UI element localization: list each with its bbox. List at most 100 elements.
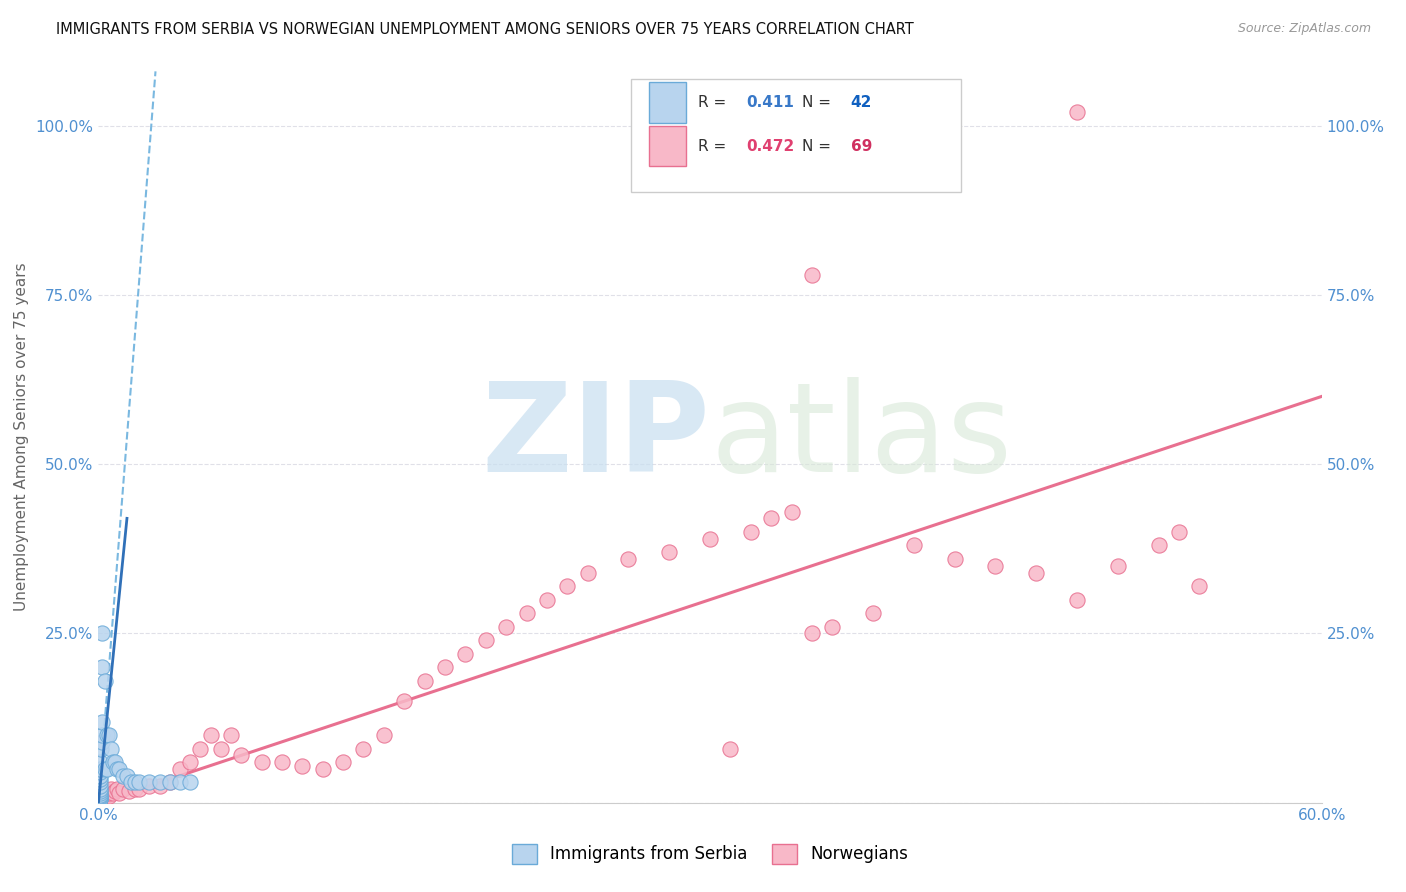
Point	[97, 786, 120, 800]
Point	[93, 762, 115, 776]
Point	[557, 579, 579, 593]
Point	[89, 765, 111, 780]
Point	[801, 626, 824, 640]
Point	[1066, 592, 1088, 607]
Point	[780, 505, 803, 519]
Point	[1188, 579, 1211, 593]
Point	[90, 741, 112, 756]
Point	[188, 741, 212, 756]
Text: 42: 42	[851, 95, 872, 110]
Point	[124, 775, 146, 789]
Point	[89, 775, 111, 789]
Text: R =: R =	[697, 95, 731, 110]
Point	[1107, 558, 1129, 573]
Point	[128, 775, 150, 789]
Point	[658, 545, 681, 559]
Point	[454, 647, 477, 661]
Point	[124, 782, 146, 797]
Point	[89, 789, 111, 803]
Text: 0.472: 0.472	[747, 139, 794, 153]
Point	[474, 633, 498, 648]
Point	[118, 783, 141, 797]
Point	[91, 660, 114, 674]
Point	[91, 626, 114, 640]
Point	[617, 552, 640, 566]
Point	[89, 790, 111, 805]
Point	[1147, 538, 1170, 552]
Point	[104, 783, 127, 797]
Point	[89, 792, 111, 806]
Point	[96, 728, 118, 742]
Point	[943, 552, 966, 566]
Point	[93, 673, 115, 688]
Point	[495, 620, 517, 634]
Point	[434, 660, 457, 674]
Text: ZIP: ZIP	[481, 376, 710, 498]
Point	[699, 532, 721, 546]
Point	[89, 792, 111, 806]
Point	[93, 789, 115, 803]
Point	[89, 783, 111, 797]
FancyBboxPatch shape	[630, 78, 960, 192]
Point	[89, 788, 111, 802]
Point	[89, 786, 111, 800]
Point	[149, 775, 172, 789]
Point	[89, 779, 111, 793]
Point	[392, 694, 416, 708]
Legend: Immigrants from Serbia, Norwegians: Immigrants from Serbia, Norwegians	[512, 844, 908, 864]
Point	[536, 592, 558, 607]
Point	[100, 782, 122, 797]
Point	[761, 511, 783, 525]
Point	[97, 789, 120, 803]
Text: IMMIGRANTS FROM SERBIA VS NORWEGIAN UNEMPLOYMENT AMONG SENIORS OVER 75 YEARS COR: IMMIGRANTS FROM SERBIA VS NORWEGIAN UNEM…	[56, 22, 914, 37]
Point	[720, 741, 742, 756]
Text: N =: N =	[801, 95, 835, 110]
Point	[200, 728, 222, 742]
Point	[138, 779, 160, 793]
Point	[821, 620, 844, 634]
Point	[115, 769, 138, 783]
Point	[1167, 524, 1189, 539]
Text: Source: ZipAtlas.com: Source: ZipAtlas.com	[1237, 22, 1371, 36]
Point	[111, 782, 134, 797]
Point	[96, 783, 118, 797]
Point	[270, 755, 294, 769]
Point	[231, 748, 253, 763]
Point	[862, 606, 884, 620]
Point	[801, 268, 824, 282]
Point	[93, 786, 115, 800]
Point	[740, 524, 762, 539]
Point	[89, 792, 111, 806]
Point	[169, 762, 191, 776]
Point	[105, 762, 128, 776]
Text: 0.411: 0.411	[747, 95, 794, 110]
Point	[105, 782, 128, 797]
Y-axis label: Unemployment Among Seniors over 75 years: Unemployment Among Seniors over 75 years	[14, 263, 28, 611]
Point	[332, 755, 354, 769]
Point	[159, 775, 181, 789]
Point	[169, 775, 191, 789]
Point	[91, 728, 114, 742]
Point	[128, 782, 150, 797]
Point	[91, 714, 114, 729]
Point	[209, 741, 232, 756]
Point	[96, 762, 118, 776]
Text: N =: N =	[801, 139, 835, 153]
Point	[89, 755, 111, 769]
Point	[413, 673, 436, 688]
Point	[101, 786, 124, 800]
Text: R =: R =	[697, 139, 731, 153]
Point	[984, 558, 1007, 573]
Point	[1066, 105, 1088, 120]
Bar	[650, 82, 686, 122]
Point	[91, 735, 114, 749]
Point	[373, 728, 395, 742]
Point	[89, 762, 111, 776]
Point	[120, 775, 142, 789]
Text: atlas: atlas	[710, 376, 1012, 498]
Point	[149, 779, 172, 793]
Point	[903, 105, 925, 120]
Point	[89, 772, 111, 786]
Point	[159, 775, 181, 789]
Bar	[650, 126, 686, 167]
